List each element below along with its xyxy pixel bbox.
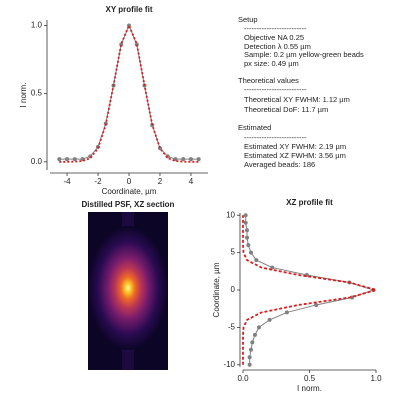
y-tick-label: 0.5 — [31, 89, 43, 98]
y-axis-label: I norm. — [19, 83, 28, 108]
point — [246, 243, 251, 248]
panel-line: Theoretical XY FWHM: 1.12 µm — [244, 95, 350, 104]
point — [314, 302, 319, 307]
chart-title: XY profile fit — [106, 5, 153, 14]
x-tick-label: -2 — [94, 177, 102, 186]
point — [350, 295, 355, 300]
panel-line: Detection λ 0.55 µm — [244, 42, 311, 51]
x-tick-label: 0.0 — [237, 374, 249, 383]
panel-line: Objective NA 0.25 — [244, 33, 304, 42]
y-tick-label: 0.0 — [31, 157, 43, 166]
panel-line: ------------------------- — [244, 133, 307, 142]
point — [57, 157, 62, 162]
x-axis-label: Coordinate, µm — [102, 187, 157, 196]
series-line — [245, 215, 375, 365]
panel-line: Estimated XY FWHM: 2.19 µm — [244, 142, 346, 151]
point — [267, 317, 272, 322]
point — [247, 355, 252, 360]
image-title: Distilled PSF, XZ section — [82, 200, 175, 209]
point — [252, 332, 257, 337]
point — [250, 340, 255, 345]
point — [270, 265, 275, 270]
point — [181, 157, 186, 162]
point — [72, 157, 77, 162]
series-line — [59, 24, 199, 160]
point — [256, 325, 261, 330]
x-axis-label: I norm. — [297, 384, 322, 393]
x-tick-label: 0.5 — [304, 374, 316, 383]
x-tick-label: 0 — [127, 177, 132, 186]
psf-image — [88, 212, 168, 370]
panel-line: ------------------------- — [244, 85, 307, 94]
y-axis-label: Coordinate, µm — [212, 262, 221, 317]
panel-heading: Setup — [238, 15, 258, 24]
point — [244, 228, 249, 233]
panel-line: Theoretical DoF: 11.7 µm — [244, 105, 328, 114]
y-tick-label: 10 — [226, 210, 235, 219]
y-tick-label: 1.0 — [31, 21, 43, 30]
point — [254, 258, 259, 263]
y-tick-label: -10 — [223, 360, 235, 369]
point — [196, 157, 201, 162]
image-spot — [88, 226, 168, 350]
series-line — [242, 215, 380, 365]
point — [284, 310, 289, 315]
panel-line: px size: 0.49 µm — [244, 59, 299, 68]
point — [247, 362, 252, 367]
y-tick-label: 0 — [231, 285, 236, 294]
x-tick-label: 4 — [189, 177, 194, 186]
x-tick-label: 1.0 — [370, 374, 382, 383]
point — [244, 235, 249, 240]
x-tick-label: -4 — [63, 177, 71, 186]
x-tick-label: 2 — [158, 177, 163, 186]
point — [248, 347, 253, 352]
point — [188, 157, 193, 162]
point — [248, 250, 253, 255]
panel-line: ------------------------- — [244, 24, 307, 33]
y-tick-label: 5 — [231, 248, 236, 257]
y-tick-label: -5 — [228, 322, 236, 331]
panel-line: Sample: 0.2 µm yellow-green beads — [244, 50, 364, 59]
point — [65, 157, 70, 162]
panel-heading: Estimated — [238, 123, 271, 132]
panel-line: Estimated XZ FWHM: 3.56 µm — [244, 151, 346, 160]
panel-heading: Theoretical values — [238, 76, 299, 85]
chart-title: XZ profile fit — [286, 198, 333, 207]
point — [243, 213, 248, 218]
panel-line: Averaged beads: 186 — [244, 160, 315, 169]
series-line — [59, 23, 199, 163]
point — [243, 220, 248, 225]
